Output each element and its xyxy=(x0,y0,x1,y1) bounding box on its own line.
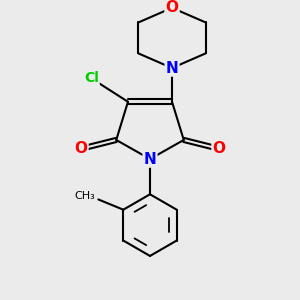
Text: CH₃: CH₃ xyxy=(75,191,95,202)
Text: O: O xyxy=(166,0,178,15)
Text: O: O xyxy=(74,141,88,156)
Text: N: N xyxy=(144,152,156,166)
Text: Cl: Cl xyxy=(84,71,99,85)
Text: N: N xyxy=(166,61,178,76)
Text: O: O xyxy=(212,141,226,156)
